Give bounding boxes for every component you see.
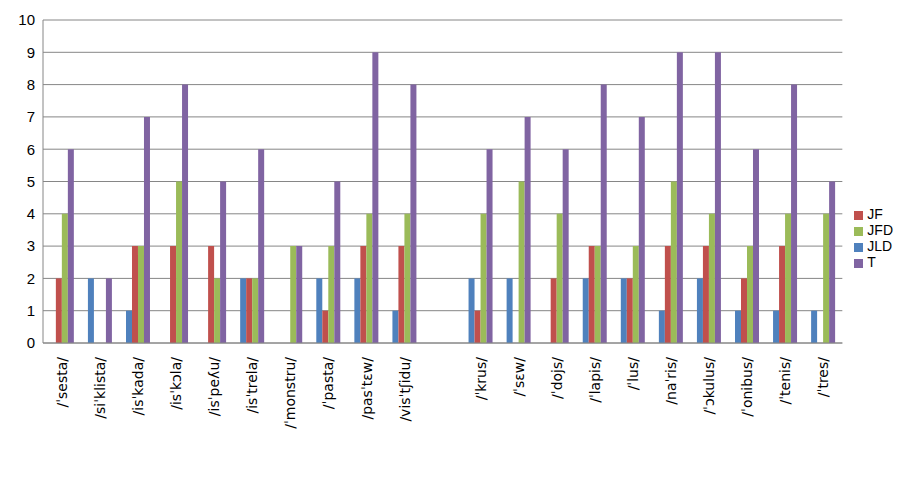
svg-text:/ˈsesta/: /ˈsesta/ [54,357,70,408]
svg-text:/isˈpeʎu/: /isˈpeʎu/ [206,357,222,416]
svg-text:/siˈklista/: /siˈklista/ [92,357,108,419]
svg-text:/pasˈtɛw/: /pasˈtɛw/ [359,357,375,420]
svg-text:/ˈdojs/: /ˈdojs/ [549,357,565,399]
svg-text:/ˈkrus/: /ˈkrus/ [473,357,489,401]
svg-text:/ˈsɛw/: /ˈsɛw/ [511,357,527,397]
html-text:JFD: JFD [867,222,893,238]
svg-text:/ˈlapis/: /ˈlapis/ [587,357,603,403]
svg-text:10: 10 [18,11,35,28]
svg-text:/ˈlus/: /ˈlus/ [625,357,641,391]
html-text:JF: JF [867,206,883,222]
svg-text:/ˈmonstru/: /ˈmonstru/ [282,357,298,429]
svg-text:/ˈtres/: /ˈtres/ [815,357,831,397]
svg-text:/ˈonibus/: /ˈonibus/ [739,357,755,417]
svg-text:/ˈɔkulus/: /ˈɔkulus/ [701,357,717,415]
svg-text:/isˈkada/: /isˈkada/ [130,357,146,416]
svg-text:4: 4 [27,205,35,222]
svg-text:/isˈkɔla/: /isˈkɔla/ [168,357,184,410]
svg-text:8: 8 [27,76,35,93]
html-text:T: T [867,254,876,270]
svg-text:/visˈtʃidu/: /visˈtʃidu/ [397,357,413,422]
svg-text:6: 6 [27,141,35,158]
svg-text:/ˈtenis/: /ˈtenis/ [777,357,793,405]
svg-text:9: 9 [27,44,35,61]
svg-text:5: 5 [27,173,35,190]
svg-text:/isˈtrela/: /isˈtrela/ [244,357,260,414]
svg-text:7: 7 [27,108,35,125]
svg-text:2: 2 [27,270,35,287]
svg-text:1: 1 [27,302,35,319]
svg-text:0: 0 [27,334,35,351]
html-text:JLD: JLD [867,238,893,254]
svg-text:/ˈpasta/: /ˈpasta/ [320,357,336,409]
svg-text:/naˈris/: /naˈris/ [663,357,679,405]
svg-text:3: 3 [27,237,35,254]
